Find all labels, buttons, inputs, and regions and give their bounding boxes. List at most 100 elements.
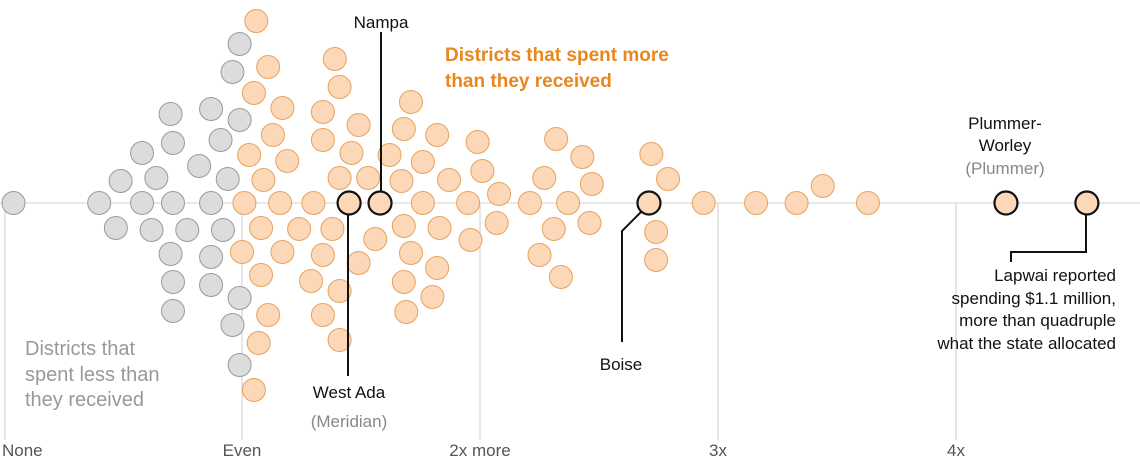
plummer-sublabel: (Plummer) <box>965 159 1044 178</box>
district-point-less <box>227 32 252 56</box>
district-point-less <box>160 270 185 294</box>
district-point-more <box>465 130 490 154</box>
district-point-more <box>548 265 573 289</box>
district-point-more <box>363 227 388 251</box>
district-point-more <box>251 168 276 192</box>
district-point-less <box>139 218 164 242</box>
district-point-less <box>87 191 112 215</box>
district-point-more <box>356 166 381 190</box>
district-point-more <box>256 55 281 79</box>
district-point-more <box>577 211 602 235</box>
points <box>1 9 1100 402</box>
district-point-more <box>322 47 347 71</box>
district-point-more <box>556 191 581 215</box>
district-point-more <box>456 191 481 215</box>
district-point-less <box>158 102 183 126</box>
district-point-more <box>346 113 371 137</box>
district-point-more <box>310 303 335 327</box>
x-axis-ticks: None Even 2x more 3x 4x <box>2 441 965 460</box>
highlighted-point-nampa <box>367 190 393 216</box>
district-point-more <box>232 191 257 215</box>
district-point-less <box>158 242 183 266</box>
district-point-less <box>227 108 252 132</box>
district-point-more <box>425 256 450 280</box>
district-point-more <box>579 172 604 196</box>
district-point-less <box>199 273 224 297</box>
lapwai-leader <box>1010 215 1087 262</box>
district-point-more <box>327 328 352 352</box>
district-point-more <box>339 141 364 165</box>
district-point-more <box>691 191 716 215</box>
district-point-more <box>437 168 462 192</box>
x-tick-label: None <box>2 441 43 460</box>
district-point-more <box>425 123 450 147</box>
x-tick-label: 2x more <box>449 441 510 460</box>
highlighted-point-westada <box>336 190 362 216</box>
district-point-less <box>187 154 212 178</box>
district-point-more <box>784 191 809 215</box>
highlighted-point-plummer <box>993 190 1019 216</box>
district-point-more <box>310 100 335 124</box>
district-point-more <box>391 117 416 141</box>
less-group-label-3: they received <box>25 389 144 411</box>
more-group-label-2: than they received <box>445 71 612 92</box>
district-point-more <box>644 248 669 272</box>
district-point-less <box>144 166 169 190</box>
district-point-less <box>199 97 224 121</box>
annotation-lines <box>347 32 1087 376</box>
district-point-more <box>320 217 345 241</box>
district-point-more <box>275 149 300 173</box>
less-group-label-1: Districts that <box>25 338 135 360</box>
district-point-less <box>199 245 224 269</box>
district-point-less <box>227 353 252 377</box>
boise-leader <box>621 211 642 342</box>
district-point-more <box>270 96 295 120</box>
district-point-more <box>287 217 312 241</box>
district-point-more <box>244 9 269 33</box>
district-point-less <box>208 128 233 152</box>
district-point-less <box>210 218 235 242</box>
district-point-more <box>527 243 552 267</box>
district-point-less <box>175 218 200 242</box>
district-point-more <box>487 182 512 206</box>
district-point-more <box>327 75 352 99</box>
boise-label: Boise <box>600 355 643 374</box>
district-point-less <box>220 60 245 84</box>
lapwai-note-4: what the state allocated <box>936 334 1116 353</box>
district-point-more <box>389 169 414 193</box>
district-point-more <box>855 191 880 215</box>
district-point-less <box>130 141 155 165</box>
district-point-more <box>249 216 274 240</box>
district-point-more <box>656 167 681 191</box>
district-point-more <box>301 191 326 215</box>
district-point-more <box>398 90 423 114</box>
nampa-label: Nampa <box>354 13 409 32</box>
district-point-less <box>199 191 224 215</box>
district-point-more <box>410 191 435 215</box>
district-point-more <box>541 217 566 241</box>
district-point-more <box>810 174 835 198</box>
highlighted-point-boise <box>636 190 662 216</box>
x-tick-label: 3x <box>709 441 727 460</box>
district-point-more <box>427 216 452 240</box>
district-point-less <box>220 313 245 337</box>
district-point-more <box>346 251 371 275</box>
district-point-more <box>230 240 254 264</box>
district-point-more <box>532 166 557 190</box>
district-point-more <box>398 241 423 265</box>
district-point-less <box>160 131 185 155</box>
labels: Nampa West Ada (Meridian) Boise Plummer-… <box>25 13 1116 431</box>
district-point-more <box>484 211 509 235</box>
district-point-more <box>299 269 324 293</box>
district-point-more <box>310 128 335 152</box>
district-point-more <box>268 191 293 215</box>
district-point-more <box>249 263 274 287</box>
district-point-more <box>310 243 335 267</box>
highlighted-point-lapwai <box>1074 190 1100 216</box>
district-point-more <box>270 240 295 264</box>
district-point-more <box>256 303 281 327</box>
district-point-more <box>420 285 445 309</box>
x-tick-label: 4x <box>947 441 965 460</box>
plummer-label-2: Worley <box>979 136 1032 155</box>
